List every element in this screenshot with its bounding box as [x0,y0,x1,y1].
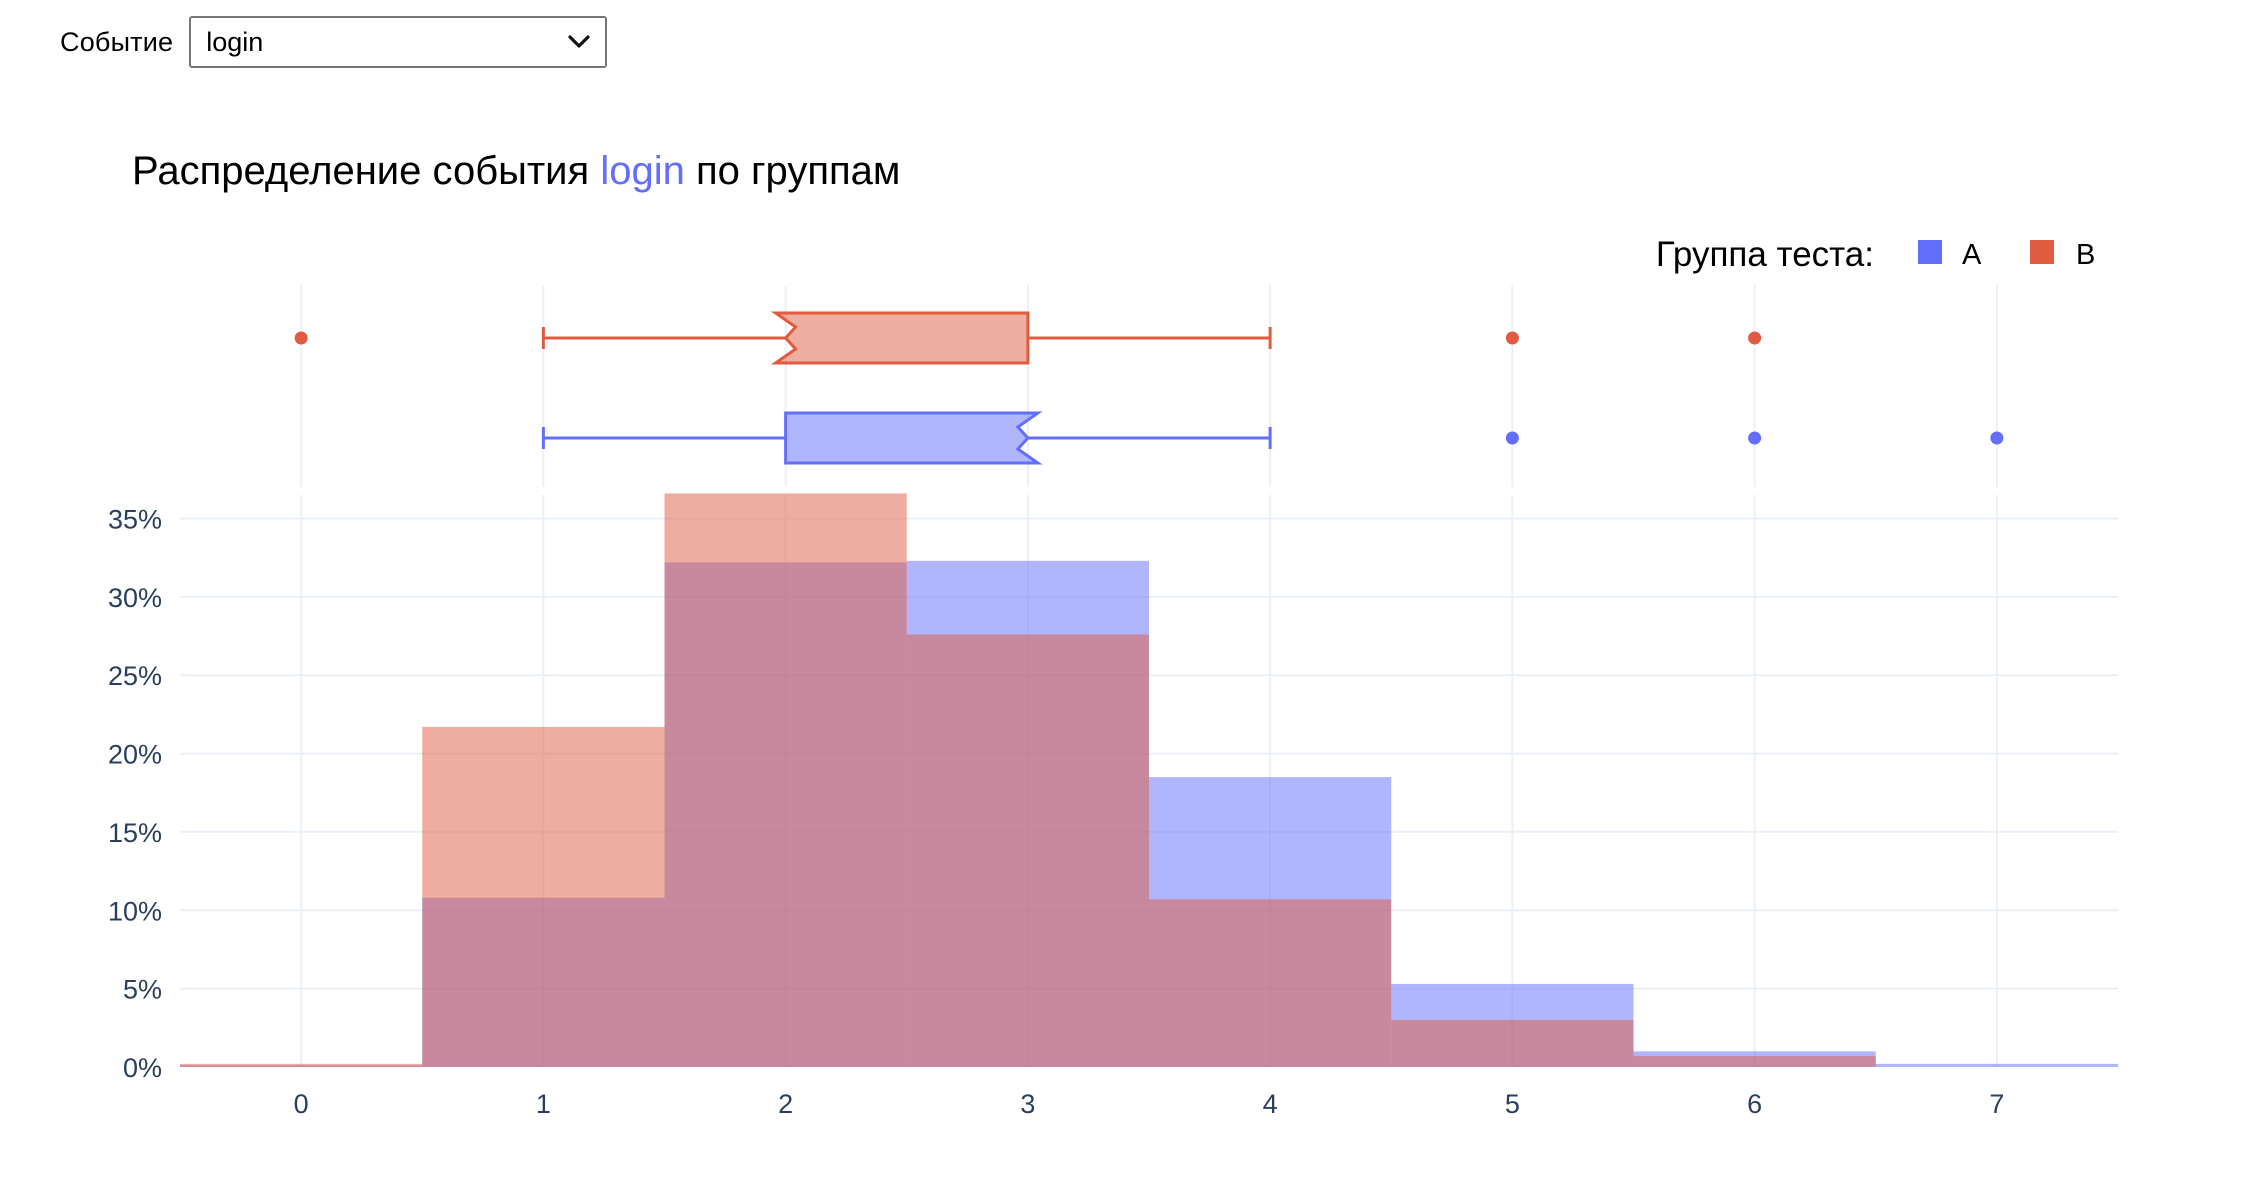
outlier-point[interactable] [1505,331,1519,345]
x-tick-label: 4 [1263,1089,1278,1119]
bar-b[interactable] [664,493,907,1068]
event-selector-row: Событие login [60,12,608,72]
box-plot-b[interactable] [294,311,1762,365]
y-tick-label: 15% [108,818,162,848]
legend-swatch-a [1918,240,1942,264]
y-tick-label: 30% [108,583,162,613]
x-tick-label: 1 [536,1089,551,1119]
x-tick-label: 6 [1747,1089,1762,1119]
legend-title: Группа теста: [1656,235,1874,274]
outlier-point[interactable] [1748,331,1762,345]
x-tick-label: 5 [1505,1089,1520,1119]
x-tick-label: 7 [1989,1089,2004,1119]
y-tick-label: 0% [123,1053,162,1083]
chart-title-event: login [600,149,685,193]
box-body [770,311,1030,365]
axes: 0% 5% 10% 15% 20% 25% 30% 35% 0 1 2 3 4 5 6 7 [108,505,2004,1119]
outlier-point[interactable] [1748,431,1762,445]
chevron-down-icon [568,35,590,48]
event-select-value: login [206,26,264,57]
bar-b[interactable] [906,634,1149,1067]
bar-b[interactable] [1149,899,1392,1067]
y-tick-label: 35% [108,505,162,535]
event-select[interactable]: login [189,16,608,68]
x-tick-label: 3 [1020,1089,1035,1119]
legend: Группа теста: A B [1656,235,2095,274]
bar-a[interactable] [1875,1063,2118,1067]
chart-title-prefix: Распределение события [132,149,600,193]
outlier-point[interactable] [1990,431,2004,445]
box-body [784,411,1043,465]
y-tick-label: 10% [108,896,162,926]
x-tick-label: 2 [778,1089,793,1119]
x-tick-label: 0 [294,1089,309,1119]
legend-swatch-b [2030,240,2054,264]
legend-item-b[interactable]: B [2030,239,2095,271]
y-tick-label: 5% [123,975,162,1005]
y-tick-label: 20% [108,740,162,770]
y-tick-label: 25% [108,661,162,691]
bar-b[interactable] [1391,1019,1634,1067]
chart-title-suffix: по группам [685,149,901,193]
legend-label-b: B [2076,239,2095,271]
box-plot-a[interactable] [541,411,2004,465]
bar-b[interactable] [1633,1056,1876,1067]
chart-title: Распределение события login по группам [132,149,900,193]
bar-b[interactable] [422,726,665,1067]
legend-label-a: A [1962,239,1982,271]
box-plots [294,311,2004,465]
legend-item-a[interactable]: A [1918,239,1982,271]
bar-b[interactable] [180,1063,423,1067]
event-select-label: Событие [60,26,174,57]
outlier-point[interactable] [1505,431,1519,445]
histogram-bars [180,493,2118,1068]
outlier-point[interactable] [294,331,308,345]
